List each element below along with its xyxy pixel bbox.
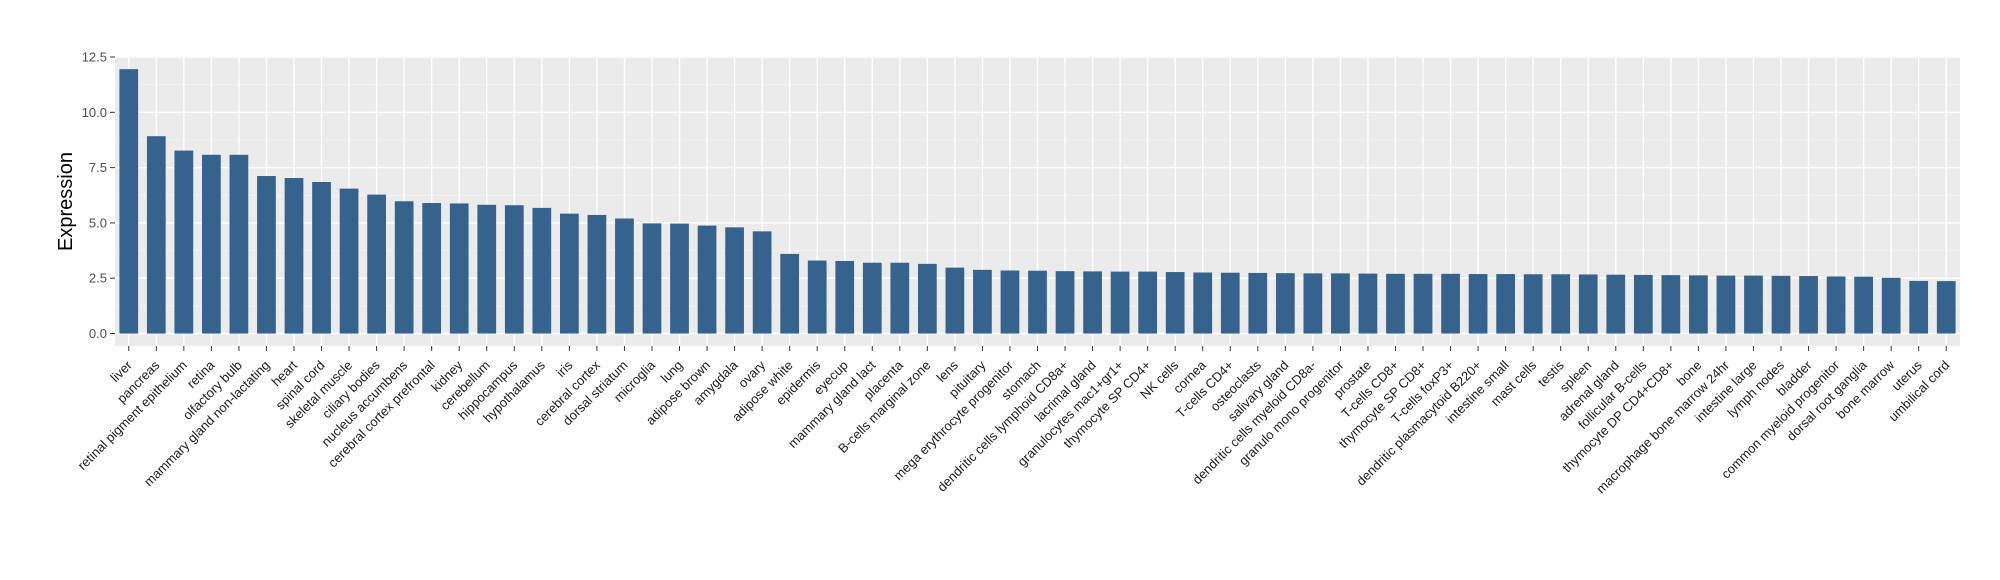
bar: [780, 253, 800, 334]
bar: [1358, 273, 1378, 334]
y-axis-ticks: 0.0 2.5 5.0 7.5 10.0 12.5: [82, 50, 115, 341]
bar: [560, 213, 579, 334]
bar: [532, 207, 552, 334]
bar: [752, 231, 772, 334]
bar: [422, 203, 442, 334]
bar: [1413, 273, 1433, 334]
bar: [449, 203, 469, 334]
bar: [945, 267, 965, 334]
bar: [1854, 276, 1873, 334]
bar: [1744, 275, 1763, 334]
y-tick-label: 7.5: [89, 160, 107, 175]
bar: [1055, 271, 1075, 334]
bar: [1661, 275, 1681, 334]
bar: [1193, 272, 1213, 334]
bar: [504, 205, 524, 334]
bar: [477, 204, 497, 334]
bar: [1220, 272, 1240, 334]
y-axis-title: Expression: [55, 152, 77, 251]
bar: [1496, 274, 1515, 334]
y-tick-label: 10.0: [82, 105, 107, 120]
bar: [1331, 273, 1350, 334]
bar: [1689, 275, 1708, 334]
bar: [1110, 271, 1130, 334]
bar: [642, 223, 662, 334]
bar: [1716, 275, 1736, 334]
bar: [119, 69, 139, 334]
bar: [284, 178, 304, 334]
bar: [1606, 274, 1626, 334]
y-tick-label: 12.5: [82, 50, 107, 65]
y-tick-label: 2.5: [89, 271, 107, 286]
bar: [862, 262, 882, 334]
bar: [1523, 274, 1543, 334]
bars-group: [119, 69, 1956, 334]
y-tick-label: 0.0: [89, 326, 107, 341]
bar: [917, 263, 937, 334]
bar: [339, 188, 359, 334]
bar: [1551, 274, 1571, 334]
bar: [1881, 277, 1901, 334]
y-tick-label: 5.0: [89, 215, 107, 230]
bar: [615, 218, 634, 334]
bar: [1936, 281, 1956, 334]
bar: [973, 269, 992, 334]
bar: [1248, 272, 1268, 334]
bar: [1578, 274, 1598, 334]
bar: [670, 223, 689, 334]
bar: [257, 176, 276, 334]
bar: [835, 260, 855, 334]
bar: [1386, 273, 1405, 334]
bar: [1633, 274, 1653, 334]
bar: [1028, 270, 1047, 334]
bar: [1275, 273, 1295, 334]
bar: [1303, 273, 1323, 334]
bar: [1165, 272, 1185, 334]
bar: [367, 194, 386, 334]
bar: [1138, 271, 1158, 334]
bar: [174, 150, 194, 334]
bar: [587, 214, 607, 334]
bar: [229, 154, 249, 334]
bar: [1771, 275, 1791, 334]
bar: [1799, 276, 1818, 334]
bar: [807, 260, 827, 334]
bar: [725, 227, 744, 334]
bar: [394, 201, 414, 334]
bar: [312, 182, 331, 334]
bar: [1441, 273, 1460, 334]
bar: [146, 136, 166, 334]
bar: [1083, 271, 1102, 334]
bar: [1826, 276, 1846, 334]
bar: [1000, 270, 1020, 334]
bar: [697, 225, 717, 334]
bar: [890, 262, 910, 334]
bar: [202, 154, 221, 334]
bar: [1468, 274, 1488, 334]
bar: [1909, 280, 1929, 334]
